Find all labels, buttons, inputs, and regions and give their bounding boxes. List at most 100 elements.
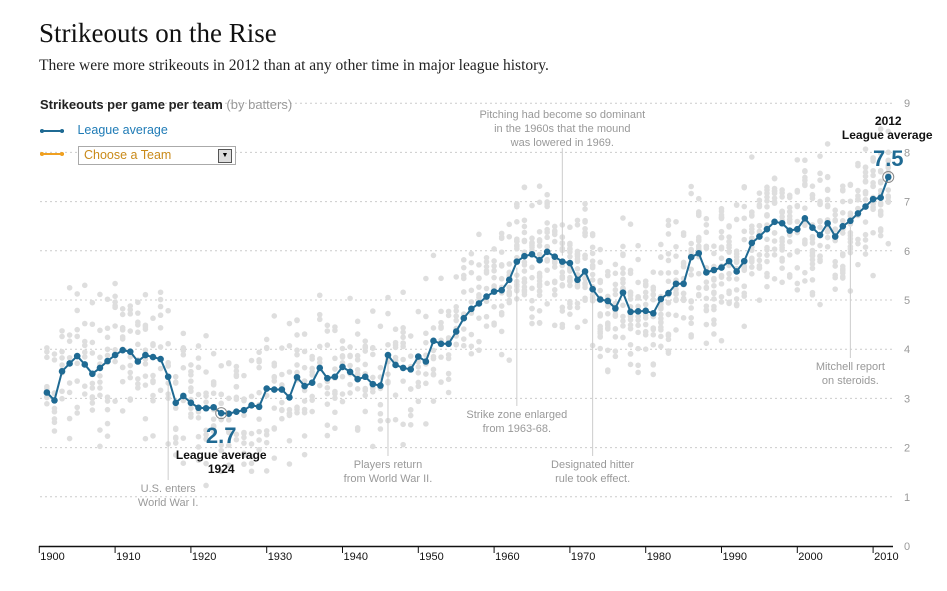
- team-dot: [135, 299, 141, 306]
- team-dot: [612, 334, 619, 340]
- league-average-point: [498, 286, 505, 294]
- team-dot: [688, 246, 694, 253]
- league-average-point: [43, 389, 51, 396]
- team-dot: [809, 247, 816, 254]
- team-dot: [430, 398, 437, 404]
- team-dot: [832, 226, 838, 232]
- team-dot: [248, 468, 255, 475]
- team-dot: [233, 431, 240, 438]
- team-dot: [862, 231, 869, 238]
- team-dot: [74, 307, 80, 314]
- team-dot: [824, 187, 831, 194]
- league-average-point: [240, 406, 248, 414]
- team-dot: [514, 243, 520, 250]
- team-dot: [551, 322, 558, 329]
- team-dot: [839, 188, 846, 194]
- league-average-point: [672, 280, 680, 288]
- team-dot: [89, 394, 96, 400]
- team-dot: [832, 263, 838, 269]
- team-dot: [491, 274, 497, 281]
- team-dot: [301, 451, 308, 458]
- team-dot: [794, 287, 801, 293]
- league-average-point: [505, 276, 513, 284]
- team-dot: [521, 217, 528, 224]
- y-axis-note: (by batters): [226, 97, 293, 112]
- league-average-point: [217, 409, 225, 417]
- team-dot: [733, 248, 740, 254]
- team-dot: [771, 230, 778, 236]
- league-average-point: [51, 397, 58, 404]
- x-tick-label: 1950: [419, 551, 443, 563]
- team-dot: [695, 270, 702, 277]
- team-dot: [665, 299, 672, 306]
- y-tick-label: 6: [904, 246, 910, 258]
- team-dot: [309, 372, 315, 378]
- team-dot: [688, 315, 694, 321]
- team-dot: [400, 356, 406, 363]
- team-dot: [703, 229, 710, 236]
- team-dot: [824, 244, 831, 250]
- team-dot: [104, 346, 111, 353]
- team-dot: [423, 339, 429, 346]
- team-dot: [650, 296, 657, 303]
- team-dot: [839, 217, 846, 224]
- team-dot: [150, 397, 156, 404]
- team-dot: [741, 228, 748, 235]
- team-dot: [339, 373, 346, 380]
- team-dot: [620, 265, 626, 272]
- team-dot: [263, 345, 270, 352]
- team-dot: [392, 326, 399, 333]
- team-dot: [210, 424, 217, 430]
- team-dot: [627, 313, 634, 320]
- team-dot: [680, 295, 687, 302]
- dropdown-arrow-icon[interactable]: ▼: [218, 149, 232, 163]
- team-dot: [498, 303, 505, 309]
- team-dot: [862, 146, 869, 152]
- league-average-point: [422, 358, 430, 365]
- team-dot: [256, 428, 262, 435]
- annotation-text: from World War II.: [344, 473, 433, 485]
- team-dot: [718, 215, 725, 222]
- highlight-value: 2.7: [206, 423, 237, 448]
- team-dot: [498, 312, 505, 318]
- team-dot: [423, 380, 429, 387]
- team-dot: [150, 315, 156, 322]
- team-dot: [210, 428, 217, 435]
- team-dot: [885, 198, 892, 204]
- league-average-point: [126, 348, 134, 355]
- team-dot: [438, 275, 444, 282]
- team-dot: [188, 378, 194, 384]
- team-dot: [188, 405, 194, 412]
- team-dot: [476, 347, 482, 354]
- team-dot: [89, 385, 96, 391]
- team-dot: [529, 264, 535, 271]
- team-dot: [665, 250, 672, 257]
- team-dot: [665, 350, 672, 356]
- team-dot: [665, 311, 672, 318]
- team-dot: [150, 342, 156, 349]
- team-select[interactable]: Choose a Team ▼: [78, 146, 236, 165]
- annotation-text: U.S. enters: [141, 483, 197, 495]
- league-average-point: [475, 300, 483, 307]
- team-dot: [771, 252, 778, 258]
- team-dot: [650, 269, 657, 276]
- team-dot: [135, 381, 141, 387]
- team-dot: [226, 360, 232, 367]
- team-dot: [733, 202, 740, 208]
- league-average-point: [104, 357, 111, 365]
- legend-league-average: League average: [40, 123, 168, 137]
- team-dot: [423, 421, 429, 427]
- team-dot: [226, 442, 232, 449]
- team-dot: [718, 293, 725, 300]
- team-dot: [809, 265, 816, 272]
- league-average-point: [566, 259, 574, 267]
- team-dot: [135, 310, 141, 316]
- team-dot: [559, 324, 566, 331]
- team-dot: [786, 216, 793, 223]
- team-dot: [711, 296, 717, 302]
- team-dot: [741, 283, 748, 289]
- team-dot: [468, 343, 475, 350]
- highlight-value: 7.5: [873, 146, 904, 171]
- team-dot: [203, 332, 209, 339]
- team-dot: [279, 415, 285, 422]
